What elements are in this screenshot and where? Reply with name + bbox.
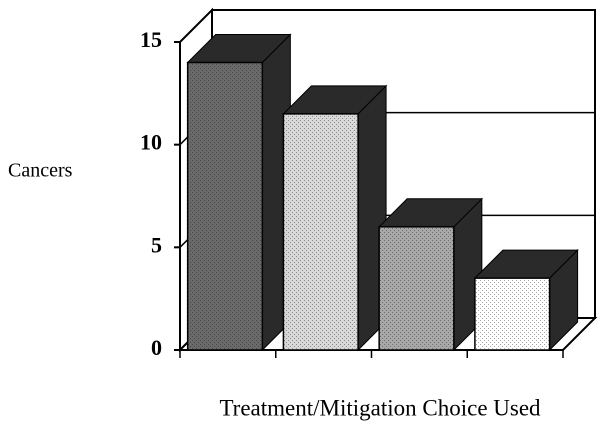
bar-texture [379, 226, 454, 350]
y-tick-label: 10 [140, 130, 162, 155]
y-tick-label: 0 [151, 335, 162, 360]
x-axis-label: Treatment/Mitigation Choice Used [219, 395, 541, 420]
y-axis-label: Cancers [8, 160, 73, 182]
bar-texture [187, 62, 263, 351]
y-tick-label: 5 [151, 232, 162, 257]
bar-texture [283, 113, 359, 350]
y-tick-label: 15 [140, 27, 162, 52]
grid-line [179, 9, 595, 43]
bar-texture [474, 278, 550, 350]
